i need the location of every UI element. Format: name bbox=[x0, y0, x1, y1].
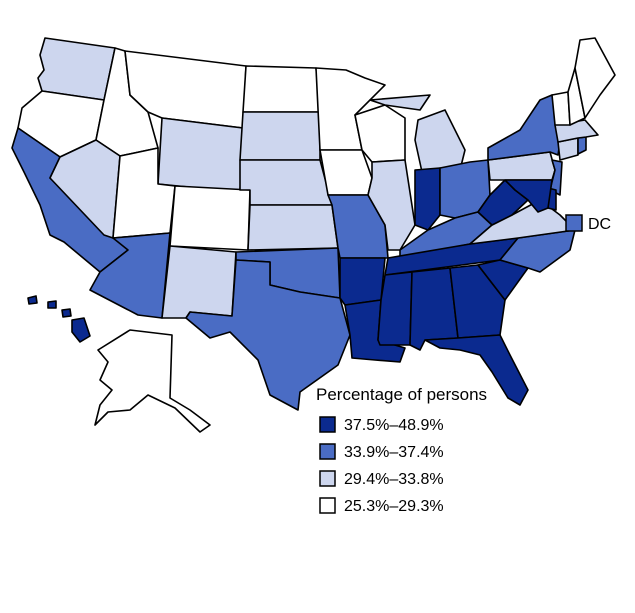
state-ny bbox=[487, 94, 561, 161]
state-md bbox=[504, 179, 553, 213]
dc-label: DC bbox=[588, 216, 611, 233]
state-hi bbox=[27, 295, 91, 343]
legend-label: 29.4%–33.8% bbox=[344, 471, 444, 488]
state-ar bbox=[339, 257, 386, 306]
state-nm bbox=[161, 245, 237, 319]
legend-label: 25.3%–29.3% bbox=[344, 498, 444, 515]
legend-label: 37.5%–48.9% bbox=[344, 417, 444, 434]
state-sd bbox=[239, 111, 321, 161]
dc-swatch bbox=[565, 214, 583, 232]
legend-item: 25.3%–29.3% bbox=[319, 497, 444, 515]
legend-title: Percentage of persons bbox=[316, 385, 487, 404]
state-tx bbox=[185, 259, 351, 411]
state-in bbox=[414, 167, 441, 231]
state-vt bbox=[551, 91, 571, 126]
state-ak bbox=[94, 329, 211, 433]
legend-swatch bbox=[319, 497, 336, 514]
state-il bbox=[367, 159, 416, 251]
state-ms bbox=[377, 271, 413, 346]
legend-swatch bbox=[319, 470, 336, 487]
state-ri bbox=[577, 136, 587, 155]
state-ne bbox=[239, 159, 333, 206]
state-ia bbox=[319, 149, 373, 196]
legend-item: 37.5%–48.9% bbox=[319, 416, 444, 434]
state-shapes bbox=[11, 37, 616, 433]
state-ks bbox=[247, 204, 339, 251]
dc-indicator: DC bbox=[565, 214, 611, 233]
legend-swatch bbox=[319, 443, 336, 460]
legend-item: 29.4%–33.8% bbox=[319, 470, 444, 488]
legend-label: 33.9%–37.4% bbox=[344, 444, 444, 461]
legend: Percentage of persons 37.5%–48.9% 33.9%–… bbox=[316, 385, 487, 515]
state-wy bbox=[157, 117, 244, 193]
state-nd bbox=[242, 65, 321, 113]
state-wa bbox=[37, 37, 116, 101]
state-me bbox=[574, 37, 616, 119]
legend-item: 33.9%–37.4% bbox=[319, 443, 444, 461]
state-az bbox=[89, 232, 171, 319]
legend-swatch bbox=[319, 416, 336, 433]
state-co bbox=[169, 185, 251, 251]
state-fl bbox=[424, 334, 529, 406]
